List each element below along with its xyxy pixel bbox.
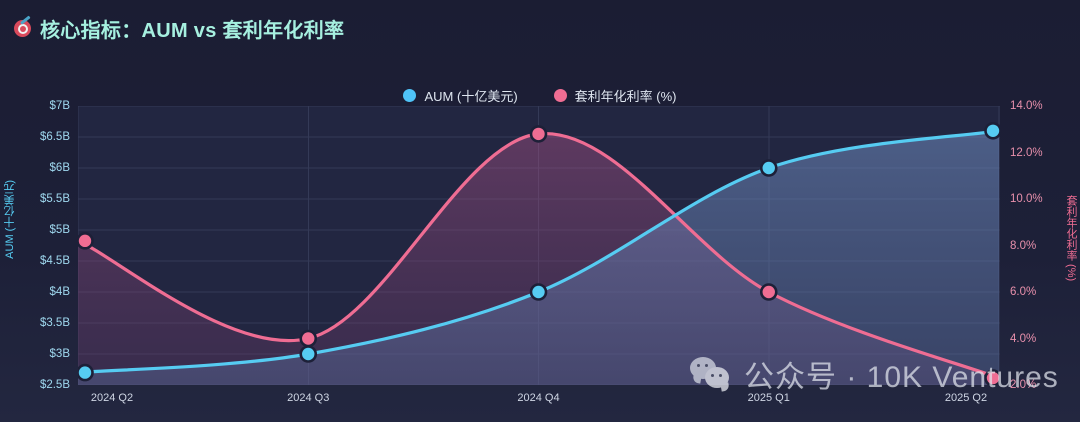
chart-svg bbox=[78, 106, 1000, 385]
legend-label-aum: AUM (十亿美元) bbox=[424, 89, 518, 104]
right-axis-tick: 8.0% bbox=[1010, 239, 1037, 252]
left-axis-title: AUM (十亿美元) bbox=[4, 180, 16, 259]
data-point-rate bbox=[759, 283, 778, 301]
left-axis-tick: $4B bbox=[49, 286, 70, 298]
data-point-aum bbox=[78, 363, 94, 382]
x-axis-tick: 2024 Q3 bbox=[287, 392, 330, 404]
left-axis-tick: $6.5B bbox=[39, 131, 70, 143]
right-axis-tick: 10.0% bbox=[1010, 193, 1043, 205]
page-title: 核心指标：AUM vs 套利年化利率 bbox=[40, 20, 345, 42]
x-axis-tick: 2024 Q2 bbox=[90, 392, 134, 404]
chart-plot-area bbox=[78, 106, 1000, 385]
data-point-aum bbox=[529, 283, 548, 301]
left-axis-tick: $7B bbox=[49, 100, 70, 112]
left-axis-tick: $4.5B bbox=[39, 255, 70, 267]
left-axis-tick: $3.5B bbox=[39, 317, 70, 329]
series-area-aum bbox=[78, 130, 999, 385]
x-axis-tick: 2024 Q4 bbox=[517, 392, 560, 404]
legend-item-aum[interactable]: AUM (十亿美元) bbox=[403, 86, 518, 105]
left-axis-tick: $2.5B bbox=[39, 379, 70, 391]
right-axis-ticks: 14.0% 12.0% 10.0% 8.0% 6.0% 4.0% 2.0% bbox=[1006, 100, 1058, 391]
x-axis-ticks: 2024 Q2 2024 Q3 2024 Q4 2025 Q1 2025 Q2 bbox=[78, 392, 1000, 408]
left-axis-tick: $5B bbox=[49, 224, 70, 236]
data-point-rate bbox=[984, 369, 1000, 385]
left-axis-tick: $6B bbox=[49, 162, 70, 174]
legend-marker-rate bbox=[553, 89, 567, 102]
right-axis-tick: 6.0% bbox=[1010, 286, 1037, 298]
chart-legend: AUM (十亿美元) 套利年化利率 (%) bbox=[0, 86, 1080, 105]
left-axis-tick: $3B bbox=[49, 348, 70, 360]
legend-item-rate[interactable]: 套利年化利率 (%) bbox=[553, 86, 677, 105]
data-point-aum bbox=[984, 122, 1000, 140]
right-axis-tick: 12.0% bbox=[1010, 146, 1043, 159]
legend-label-rate: 套利年化利率 (%) bbox=[574, 89, 677, 104]
left-axis-ticks: $7B $6.5B $6B $5.5B $5B $4.5B $4B $3.5B $3B $2.5B bbox=[22, 100, 74, 391]
data-point-rate bbox=[299, 329, 318, 348]
x-axis-tick: 2025 Q2 bbox=[944, 392, 988, 404]
right-axis-tick: 14.0% bbox=[1010, 100, 1043, 112]
x-axis-tick: 2025 Q1 bbox=[747, 392, 790, 404]
data-point-rate bbox=[529, 125, 548, 143]
right-axis-title: 套利年化利率 (%) bbox=[1065, 195, 1077, 282]
data-point-aum bbox=[759, 159, 778, 177]
data-point-rate bbox=[78, 232, 94, 250]
page-header: 核心指标：AUM vs 套利年化利率 bbox=[14, 14, 344, 43]
left-axis-tick: $5.5B bbox=[39, 193, 70, 205]
right-axis-tick: 4.0% bbox=[1010, 332, 1037, 345]
data-point-aum bbox=[299, 345, 318, 363]
target-dart-icon bbox=[14, 15, 31, 37]
legend-marker-aum bbox=[403, 89, 417, 102]
right-axis-tick: 2.0% bbox=[1010, 379, 1037, 391]
